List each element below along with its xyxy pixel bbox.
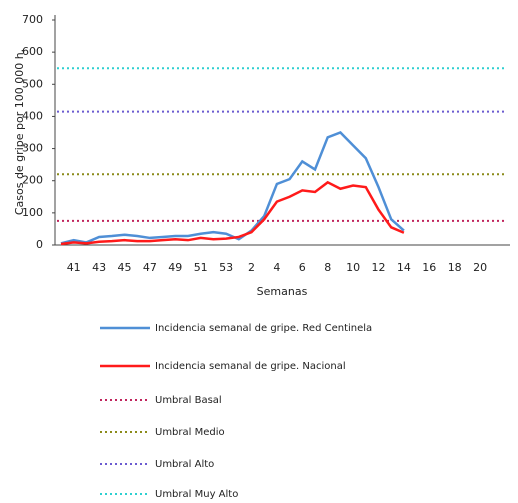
x-axis-label: Semanas xyxy=(257,285,308,298)
x-tick-label: 45 xyxy=(118,261,132,274)
x-tick-label: 20 xyxy=(473,261,487,274)
x-tick-label: 12 xyxy=(372,261,386,274)
x-tick-label: 47 xyxy=(143,261,157,274)
y-tick-label: 500 xyxy=(22,77,43,90)
series-line xyxy=(60,180,405,246)
y-tick-label: 100 xyxy=(22,206,43,219)
legend-label: Umbral Basal xyxy=(155,395,222,406)
y-tick-label: 700 xyxy=(22,13,43,26)
x-tick-label: 51 xyxy=(194,261,208,274)
y-tick-label: 200 xyxy=(22,174,43,187)
y-tick-label: 300 xyxy=(22,142,43,155)
y-tick-label: 0 xyxy=(36,238,43,251)
legend-label: Umbral Alto xyxy=(155,459,214,470)
y-tick-label: 600 xyxy=(22,45,43,58)
legend-label: Incidencia semanal de gripe. Red Centine… xyxy=(155,323,372,334)
x-tick-label: 6 xyxy=(299,261,306,274)
x-tick-label: 4 xyxy=(273,261,280,274)
x-tick-label: 10 xyxy=(346,261,360,274)
series-line xyxy=(60,131,405,245)
x-tick-label: 2 xyxy=(248,261,255,274)
legend-label: Umbral Medio xyxy=(155,427,225,438)
x-tick-label: 16 xyxy=(422,261,436,274)
y-axis-label: Casos de gripe por 100 000 h. xyxy=(13,49,26,215)
x-tick-label: 8 xyxy=(324,261,331,274)
x-tick-label: 43 xyxy=(92,261,106,274)
x-tick-label: 18 xyxy=(448,261,462,274)
x-tick-label: 49 xyxy=(168,261,182,274)
x-tick-label: 53 xyxy=(219,261,233,274)
y-tick-label: 400 xyxy=(22,109,43,122)
legend-label: Incidencia semanal de gripe. Nacional xyxy=(155,361,346,372)
x-tick-label: 41 xyxy=(67,261,81,274)
legend-label: Umbral Muy Alto xyxy=(155,489,238,500)
x-tick-label: 14 xyxy=(397,261,411,274)
